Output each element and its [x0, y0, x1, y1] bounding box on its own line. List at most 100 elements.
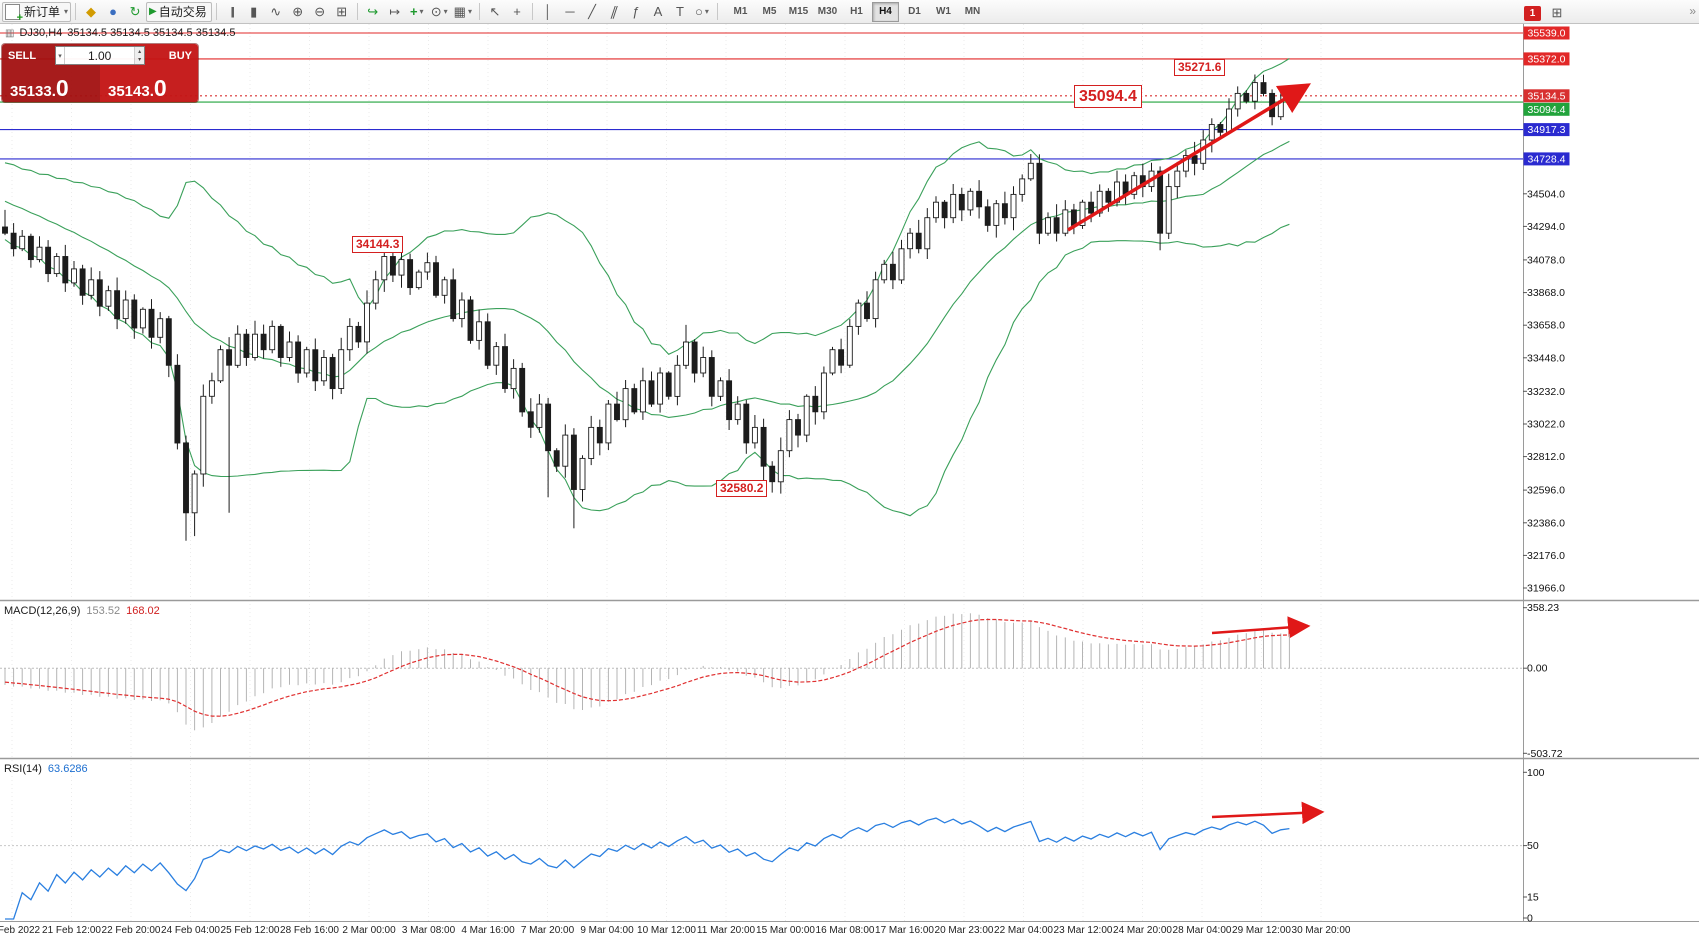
- sell-button[interactable]: SELL: [2, 44, 54, 67]
- new-chart-icon: ⊞: [1551, 5, 1563, 20]
- svg-text:10 Mar 12:00: 10 Mar 12:00: [637, 925, 696, 936]
- new-chart-button[interactable]: ⊞: [1546, 3, 1568, 23]
- vertical-line-button[interactable]: │: [537, 2, 559, 22]
- new-order-button[interactable]: 新订单 ▾: [2, 1, 72, 24]
- separator: [215, 3, 217, 20]
- candles: [2, 74, 1293, 541]
- timeframe-mn-button[interactable]: MN: [964, 6, 981, 17]
- svg-text:21 Feb 12:00: 21 Feb 12:00: [42, 925, 101, 936]
- zoom-in-icon: ⊕: [292, 3, 304, 19]
- separator: [531, 3, 533, 20]
- macd-value-main: 153.52: [86, 605, 121, 617]
- rsi-caption: RSI(14) 63.6286: [4, 763, 88, 775]
- svg-text:0: 0: [1527, 913, 1533, 925]
- shapes-icon: ○: [695, 4, 703, 19]
- autotrading-button[interactable]: ▶ 自动交易: [146, 1, 212, 22]
- timeframe-w1-button[interactable]: W1: [935, 6, 951, 17]
- rsi-axis[interactable]: 100 50 15 0: [1523, 767, 1545, 925]
- zoom-out-icon: ⊖: [314, 3, 326, 19]
- svg-text:33868.0: 33868.0: [1527, 287, 1565, 299]
- label-tool-button[interactable]: T: [669, 2, 691, 22]
- buy-price[interactable]: 35143. 0: [108, 75, 167, 102]
- new-order-icon: [5, 3, 23, 24]
- svg-text:11 Mar 20:00: 11 Mar 20:00: [697, 925, 756, 936]
- crosshair-icon: +: [513, 4, 521, 19]
- rsi-value: 63.6286: [47, 763, 88, 775]
- label-tool-icon: T: [676, 4, 684, 19]
- templates-button[interactable]: ▦ ▾: [451, 2, 475, 22]
- metaeditor-button[interactable]: ◆: [80, 2, 102, 22]
- price-annotation[interactable]: 35271.6: [1174, 59, 1226, 76]
- toolbar-overflow-icon[interactable]: »: [1689, 4, 1696, 18]
- timeframe-h1-button[interactable]: H1: [850, 6, 863, 17]
- zoom-out-button[interactable]: ⊖: [309, 2, 331, 22]
- fibonacci-button[interactable]: ƒ: [625, 2, 647, 22]
- crosshair-button[interactable]: +: [506, 2, 528, 22]
- line-chart-button[interactable]: ∿: [265, 2, 287, 22]
- timeframe-h4-button[interactable]: H4: [871, 1, 899, 22]
- svg-text:22 Feb 20:00: 22 Feb 20:00: [102, 925, 161, 936]
- svg-text:34917.3: 34917.3: [1528, 124, 1566, 136]
- periods-button[interactable]: ⊙ ▾: [428, 2, 451, 22]
- svg-text:34504.0: 34504.0: [1527, 188, 1565, 200]
- price-annotation[interactable]: 34144.3: [352, 236, 404, 253]
- svg-text:358.23: 358.23: [1527, 602, 1559, 614]
- svg-text:35372.0: 35372.0: [1528, 54, 1566, 66]
- price-annotation[interactable]: 32580.2: [716, 480, 768, 497]
- svg-text:32386.0: 32386.0: [1527, 517, 1565, 529]
- timeframe-d1-button[interactable]: D1: [908, 6, 921, 17]
- price-axis[interactable]: 34504.0 34294.0 34078.0 33868.0 33658.0 33448…: [1523, 26, 1570, 595]
- svg-text:33022.0: 33022.0: [1527, 419, 1565, 431]
- market-button[interactable]: ●: [102, 2, 124, 22]
- buy-button[interactable]: BUY: [146, 44, 198, 67]
- text-tool-button[interactable]: A: [647, 2, 669, 22]
- window-count-badge[interactable]: 1: [1524, 5, 1541, 21]
- ohlc-readout: 35134.5 35134.5 35134.5 35134.5: [67, 27, 236, 39]
- timeframe-m1-button[interactable]: M1: [733, 6, 748, 17]
- macd-indicator: [0, 613, 1523, 731]
- macd-axis[interactable]: 358.23 0.00 -503.72: [1523, 602, 1563, 760]
- cursor-button[interactable]: ↖: [484, 2, 506, 22]
- horizontal-line-button[interactable]: ─: [559, 2, 581, 22]
- refresh-button[interactable]: ↻: [124, 2, 146, 22]
- volume-preset-dropdown-icon[interactable]: ▾: [56, 47, 66, 64]
- svg-text:0.00: 0.00: [1527, 663, 1548, 675]
- macd-value-signal: 168.02: [126, 605, 160, 617]
- svg-text:34728.4: 34728.4: [1528, 154, 1566, 166]
- trend-arrows[interactable]: [1067, 83, 1325, 825]
- trendline-button[interactable]: ╱: [581, 2, 603, 22]
- line-chart-icon: ∿: [270, 3, 282, 19]
- candlestick-chart-button[interactable]: ▮: [243, 2, 265, 22]
- volume-stepper: ▾ ▴ ▾: [55, 46, 145, 65]
- timeframe-m5-button[interactable]: M5: [762, 6, 777, 17]
- shapes-button[interactable]: ○ ▾: [691, 2, 713, 22]
- symbol-period-label: DJ30,H4: [19, 27, 63, 39]
- svg-text:32596.0: 32596.0: [1527, 485, 1565, 497]
- timeframe-m15-button[interactable]: M15: [788, 6, 809, 17]
- autoscroll-button[interactable]: ↪: [362, 2, 384, 22]
- chart-shift-button[interactable]: ↦: [384, 2, 406, 22]
- timeframe-m30-button[interactable]: M30: [817, 6, 838, 17]
- volume-increase-button[interactable]: ▴: [135, 47, 144, 56]
- indicators-button[interactable]: + ▾: [406, 2, 428, 22]
- svg-text:33232.0: 33232.0: [1527, 386, 1565, 398]
- svg-text:17 Mar 16:00: 17 Mar 16:00: [875, 925, 934, 936]
- rsi-label: RSI(14): [4, 763, 42, 775]
- panel-borders: [0, 24, 1699, 922]
- svg-text:15 Mar 00:00: 15 Mar 00:00: [756, 925, 815, 936]
- zoom-in-button[interactable]: ⊕: [287, 2, 309, 22]
- volume-decrease-button[interactable]: ▾: [135, 55, 144, 64]
- sell-price[interactable]: 35133. 0: [10, 75, 69, 102]
- bar-chart-button[interactable]: |||: [221, 2, 243, 22]
- price-annotation[interactable]: 35094.4: [1074, 85, 1142, 108]
- channel-button[interactable]: ∥: [603, 2, 625, 22]
- volume-input[interactable]: [65, 47, 135, 64]
- svg-text:4 Mar 16:00: 4 Mar 16:00: [461, 925, 515, 936]
- svg-text:32812.0: 32812.0: [1527, 451, 1565, 463]
- horizontal-level-lines[interactable]: [0, 32, 1523, 160]
- tile-windows-button[interactable]: ⊞: [331, 2, 353, 22]
- fibonacci-icon: ƒ: [632, 4, 640, 19]
- svg-text:16 Mar 08:00: 16 Mar 08:00: [816, 925, 875, 936]
